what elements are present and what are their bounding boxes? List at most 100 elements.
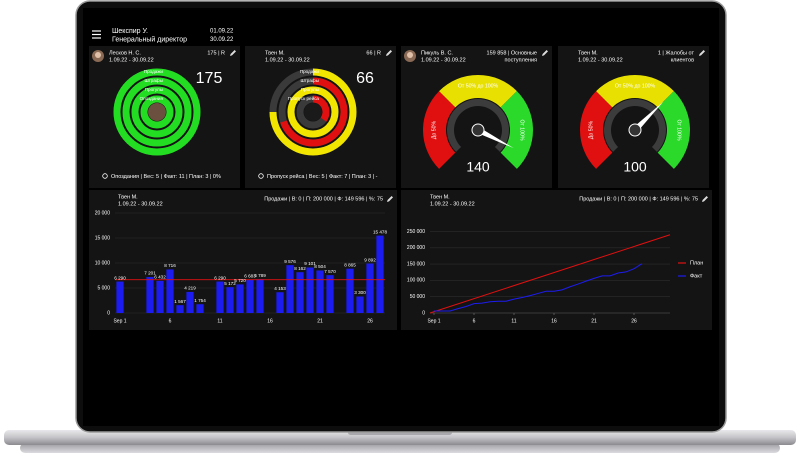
person-name: Лесков Н. С. [109,50,141,56]
bar [256,279,264,313]
bar [156,280,164,313]
gauge-needle [632,101,664,133]
user-role: Генеральный директор [112,35,187,43]
ring-legend: Опоздания | Вес: 5 | Факт: 11 | План: 3 … [111,174,221,180]
bar [326,275,334,313]
ring-label: Опоздания [140,96,164,101]
summary: 66 | R [366,50,381,56]
data-label: 1 567 [174,299,186,304]
gauge-band [500,91,534,169]
summary: Продажи | В: 0 | П: 200 000 | Ф: 149 596… [264,196,383,202]
ring-label: Штрафы [144,78,163,83]
bar [306,267,314,313]
edit-button[interactable] [386,50,392,56]
data-label: 8 865 [344,262,356,267]
summary: 175 | R [207,50,225,56]
x-tick-label: 11 [511,318,516,324]
bar [166,269,174,313]
data-label: 4 219 [184,286,196,291]
gauge-band-label: От 50% до 100% [458,83,499,89]
data-label: 1 754 [194,298,206,303]
summary: 1 | Жалобы от [658,50,695,56]
bar [316,270,324,313]
gauge-band [439,75,517,108]
data-label: 6 432 [154,275,166,280]
person-name: Пикуль В. С. [421,50,453,56]
series-line [434,263,643,312]
ring-arc [113,68,201,156]
bar [296,272,304,313]
y-tick-label: 5 000 [97,285,110,291]
ring-arc [140,95,174,129]
period: 1.09.22 - 30.09.22 [430,201,475,207]
summary: 159 858 | Основные [487,50,537,56]
y-tick-label: 20 000 [95,210,111,216]
ring-label: Штрафы [300,78,319,83]
y-tick-label: 0 [422,310,425,316]
ring-label: Пропуск рейса [288,95,320,101]
legend-dot [102,173,108,179]
x-tick-label: 6 [473,318,476,324]
period: 1.09.22 - 30.09.22 [265,57,310,63]
chart-panel [401,190,712,330]
ring-total: 66 [356,70,374,87]
y-tick-label: 0 [107,310,110,316]
y-tick-label: 150 000 [407,261,425,267]
period: 1.09.22 - 30.09.22 [118,201,163,207]
x-tick-label: 21 [591,318,597,324]
x-tick-label: 21 [317,318,323,324]
gauge-hub [628,123,642,137]
bar [196,304,204,313]
gauge-needle [476,127,514,149]
x-tick-label: 16 [551,318,557,324]
menu-icon[interactable] [92,30,101,39]
ring-label: Прогулы [145,87,163,92]
gauge-band [423,91,456,169]
bar [176,305,184,313]
avatar-face [407,52,413,58]
edit-button[interactable] [387,196,393,202]
bar [366,263,374,313]
data-label: 6 290 [214,275,226,280]
bar [346,268,354,313]
gauge-band-label: От 100% [519,119,525,141]
edit-button[interactable] [702,196,708,202]
gauge-track [604,98,667,152]
gauge-band-label: До 50% [431,120,437,139]
bar [186,291,194,313]
gauge-hub [471,123,485,137]
y-tick-label: 15 000 [95,235,111,241]
data-label: 3 300 [354,290,366,295]
data-label: 6 789 [254,273,266,278]
data-label: 7 570 [324,269,336,274]
gauge-track [446,99,509,152]
edit-button[interactable] [542,50,548,56]
person-name: Твен М. [578,50,598,56]
bar [376,235,384,313]
period: 1.09.22 - 30.09.22 [578,57,623,63]
data-label: 9 892 [364,257,376,262]
person-name: Твен М. [265,50,285,56]
y-tick-label: 250 000 [407,229,425,235]
edit-button[interactable] [699,50,705,56]
ring-total: 175 [196,70,223,87]
ring-label: Продажи [300,69,320,74]
laptop-foot [20,443,780,453]
x-tick-label: 11 [217,318,222,324]
legend-label: План [690,260,703,266]
data-label: 6 290 [114,275,126,280]
series-line [429,234,671,314]
data-label: 8 504 [314,264,326,269]
user-name: Шекспир У. [112,28,148,35]
x-tick-label: 6 [169,318,172,324]
ring-arc [122,77,192,147]
data-label: 7 201 [144,271,156,276]
ring-center [304,103,322,121]
x-tick-label: 26 [367,318,373,324]
data-label: 8 162 [294,266,306,271]
gauge-band [657,91,690,169]
legend-dot [258,173,264,179]
bar [286,265,294,313]
edit-button[interactable] [230,50,236,56]
